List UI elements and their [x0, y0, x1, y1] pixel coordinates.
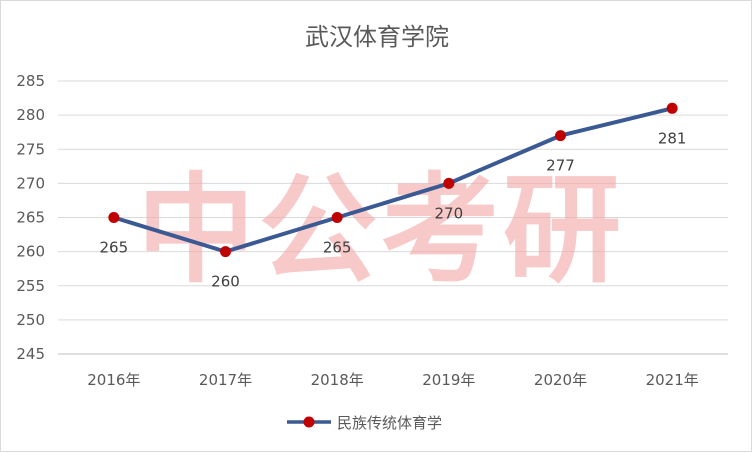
x-tick-label: 2019年: [422, 371, 475, 389]
y-tick-label: 245: [16, 345, 45, 363]
y-tick-label: 275: [16, 140, 45, 158]
y-tick-label: 270: [16, 174, 45, 192]
x-tick-label: 2018年: [311, 371, 364, 389]
legend: 民族传统体育学: [287, 414, 442, 432]
data-point: [331, 212, 343, 223]
data-label: 260: [211, 273, 240, 291]
x-tick-label: 2016年: [87, 371, 140, 389]
data-label: 265: [100, 239, 129, 257]
legend-marker-swatch: [303, 416, 315, 428]
x-tick-label: 2017年: [199, 371, 252, 389]
y-tick-label: 280: [16, 106, 45, 124]
y-tick-label: 250: [16, 311, 45, 329]
y-axis-ticks: 245 250 255 260 265 270 275 280 285: [16, 72, 45, 363]
data-point: [220, 246, 231, 258]
y-tick-label: 285: [16, 72, 45, 90]
series-layer: 265 260 265 270 277 281: [100, 102, 687, 291]
y-tick-label: 265: [16, 209, 45, 227]
gridlines: [58, 80, 728, 355]
x-tick-label: 2020年: [534, 371, 587, 389]
data-point: [443, 177, 455, 189]
x-tick-label: 2021年: [646, 371, 699, 389]
series-line: [111, 106, 675, 254]
y-tick-label: 255: [16, 277, 45, 295]
data-label: 270: [435, 204, 464, 222]
legend-label: 民族传统体育学: [337, 414, 442, 432]
data-label: 265: [323, 239, 352, 257]
data-label: 277: [546, 157, 575, 175]
data-point: [666, 102, 678, 114]
watermark-text: 中公考研: [137, 161, 625, 299]
chart-title: 武汉体育学院: [305, 23, 449, 51]
data-label: 281: [658, 129, 687, 147]
data-point: [108, 212, 120, 223]
data-point: [555, 130, 566, 142]
x-axis-ticks: 2016年 2017年 2018年 2019年 2020年 2021年: [87, 371, 699, 389]
y-tick-label: 260: [16, 243, 45, 261]
